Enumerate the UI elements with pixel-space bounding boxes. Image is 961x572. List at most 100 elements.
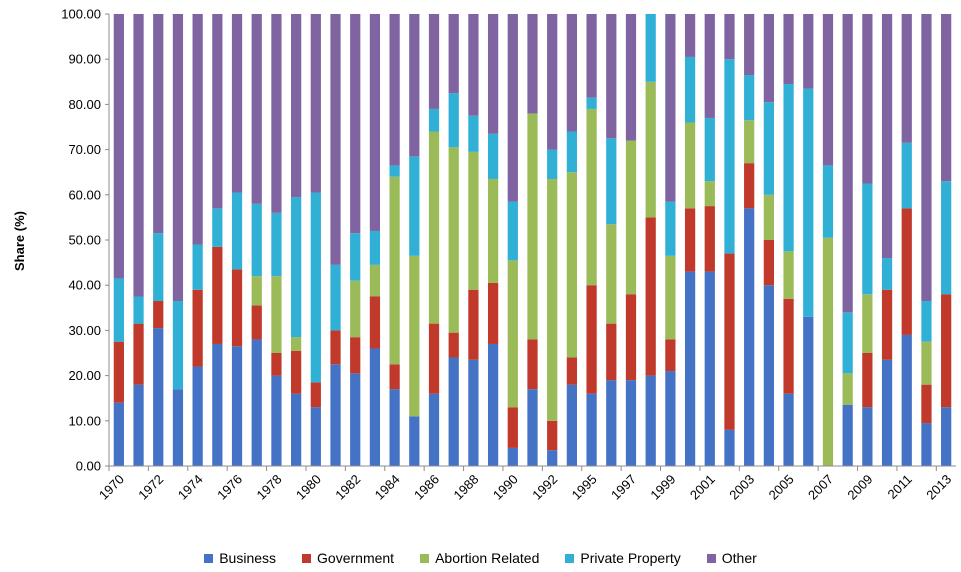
y-tick-label: 80.00 <box>68 97 101 112</box>
x-tick-label: 1980 <box>293 472 324 503</box>
legend-swatch <box>302 553 312 563</box>
legend-swatch <box>706 553 716 563</box>
bar-segment-government-1990 <box>507 407 518 448</box>
bar-segment-government-2011 <box>901 208 912 335</box>
bar-segment-government-1972 <box>153 301 164 329</box>
bar-segment-government-1984 <box>389 364 400 390</box>
x-tick-label: 1972 <box>135 472 166 503</box>
bar-segment-other-2010 <box>881 14 893 259</box>
bar-segment-government-2001 <box>704 206 715 272</box>
bar-segment-government-1976 <box>231 269 243 347</box>
bar-segment-government-1983 <box>369 296 381 349</box>
bar-segment-government-1979 <box>291 350 302 394</box>
bar-segment-government-1987 <box>448 332 459 358</box>
bar-segment-business-2004 <box>763 285 774 466</box>
bar-segment-private-property-1979 <box>291 197 302 338</box>
bar-segment-government-1999 <box>665 339 676 372</box>
bar-segment-other-1970 <box>113 14 124 279</box>
bar-segment-business-1978 <box>271 375 282 466</box>
bar-segment-other-1981 <box>330 14 341 265</box>
bar-segment-abortion-related-1987 <box>448 147 459 333</box>
bar-segment-private-property-1994 <box>566 131 578 173</box>
bar-segment-abortion-related-1985 <box>409 255 420 417</box>
x-tick-label: 1986 <box>411 472 442 503</box>
bar-segment-private-property-1977 <box>251 203 262 277</box>
bar-segment-private-property-2001 <box>704 117 715 182</box>
bar-segment-private-property-1984 <box>389 165 400 177</box>
bar-segment-private-property-1998 <box>645 14 656 82</box>
bar-segment-private-property-1986 <box>428 108 440 132</box>
bar-segment-abortion-related-1978 <box>271 276 282 353</box>
bar-segment-business-1980 <box>310 407 321 466</box>
bar-segment-government-2002 <box>724 253 735 430</box>
bar-segment-other-1989 <box>487 14 499 134</box>
bar-segment-private-property-1988 <box>468 115 479 152</box>
bar-segment-other-2012 <box>921 14 932 302</box>
bar-segment-abortion-related-2004 <box>763 194 774 240</box>
bar-segment-abortion-related-1982 <box>350 280 361 338</box>
bar-segment-private-property-2000 <box>684 56 696 123</box>
bar-segment-abortion-related-2005 <box>783 251 794 299</box>
y-tick-label: 10.00 <box>68 413 101 428</box>
bar-series <box>113 14 952 467</box>
bar-segment-government-2000 <box>684 208 696 272</box>
bar-segment-abortion-related-1992 <box>547 178 558 421</box>
bar-segment-private-property-1987 <box>448 93 459 148</box>
bar-segment-private-property-1973 <box>172 301 184 390</box>
bar-segment-private-property-2011 <box>901 142 912 209</box>
legend-item-other: Other <box>706 550 757 566</box>
bar-segment-business-2005 <box>783 393 794 466</box>
bar-segment-abortion-related-1986 <box>428 131 440 324</box>
bar-segment-government-2013 <box>941 294 952 408</box>
legend-item-abortion-related: Abortion Related <box>420 550 539 566</box>
x-tick-label: 1984 <box>372 472 403 503</box>
bar-segment-abortion-related-1990 <box>507 260 518 408</box>
x-axis: 1970 1972 1974 1976 1978 1980 1982 1984 1986 1988… <box>96 465 956 503</box>
bar-segment-private-property-1980 <box>310 192 321 383</box>
bar-segment-government-1995 <box>586 285 597 394</box>
bar-segment-private-property-1995 <box>586 97 597 109</box>
bar-segment-other-1991 <box>527 14 538 114</box>
bar-segment-other-2011 <box>901 14 912 143</box>
y-tick-label: 30.00 <box>68 323 101 338</box>
x-tick-label: 2013 <box>923 472 954 503</box>
bar-segment-abortion-related-1996 <box>606 224 617 324</box>
x-tick-label: 1970 <box>96 472 127 503</box>
legend-swatch <box>565 553 575 563</box>
y-tick-label: 50.00 <box>68 233 101 248</box>
bar-segment-business-1990 <box>507 447 518 466</box>
bar-segment-abortion-related-2008 <box>842 373 853 405</box>
bar-segment-business-2000 <box>684 271 696 466</box>
bar-segment-abortion-related-2012 <box>921 341 932 385</box>
bar-segment-government-1986 <box>428 323 440 394</box>
bar-segment-business-1973 <box>172 389 184 466</box>
bar-segment-government-1981 <box>330 330 341 365</box>
bar-segment-business-2001 <box>704 271 715 466</box>
bar-segment-other-2003 <box>744 14 755 76</box>
bar-segment-private-property-2005 <box>783 84 794 252</box>
x-tick-label: 2003 <box>726 472 757 503</box>
bar-segment-other-1979 <box>291 14 302 198</box>
bar-segment-abortion-related-1998 <box>645 81 656 218</box>
bar-segment-government-2003 <box>744 163 755 209</box>
bar-segment-business-1986 <box>428 393 440 466</box>
stacked-bar-chart: 0.00 10.00 20.00 30.00 40.00 50.00 60.00 70.00 8… <box>12 7 956 503</box>
legend-item-government: Government <box>302 550 394 566</box>
bar-segment-business-2006 <box>803 316 814 466</box>
bar-segment-government-1994 <box>566 357 578 385</box>
legend-label: Government <box>317 550 395 566</box>
bar-segment-private-property-1996 <box>606 138 617 225</box>
bar-segment-other-1995 <box>586 14 597 98</box>
bar-segment-business-2002 <box>724 429 735 466</box>
bar-segment-government-1974 <box>192 289 203 367</box>
y-axis: 0.00 10.00 20.00 30.00 40.00 50.00 60.00 70.00 8… <box>61 7 110 474</box>
bar-segment-private-property-1982 <box>350 233 361 281</box>
bar-segment-business-1982 <box>350 373 361 466</box>
bar-segment-private-property-1990 <box>507 201 518 261</box>
x-tick-label: 1976 <box>214 472 245 503</box>
bar-segment-private-property-1970 <box>113 278 124 342</box>
bar-segment-private-property-1978 <box>271 212 282 277</box>
bar-segment-government-1982 <box>350 337 361 374</box>
bar-segment-other-1984 <box>389 14 400 166</box>
legend-label: Other <box>721 550 757 566</box>
